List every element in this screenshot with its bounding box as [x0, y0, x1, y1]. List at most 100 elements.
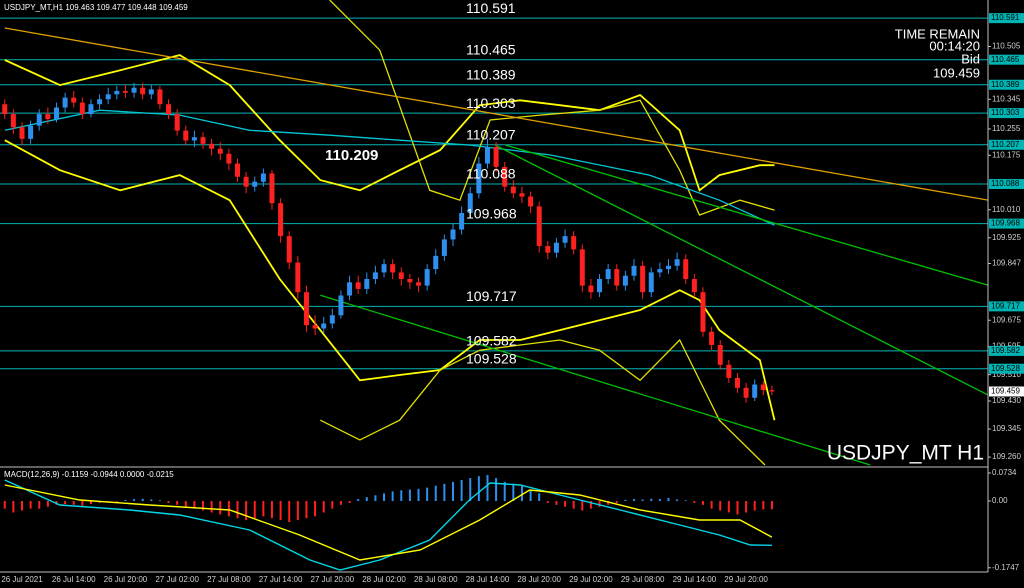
candle-body — [657, 269, 663, 273]
candle-body — [19, 127, 25, 139]
candle-body — [2, 104, 8, 115]
macd-bar — [236, 501, 239, 519]
y-tick-label: 110.345 — [992, 94, 1021, 103]
macd-bar — [426, 487, 429, 502]
level-axis-label: 109.968 — [991, 219, 1020, 228]
candle-body — [166, 104, 172, 115]
macd-bar — [219, 501, 222, 515]
candle-body — [493, 147, 499, 167]
candle-body — [295, 262, 301, 293]
candle-body — [734, 377, 740, 388]
macd-bar — [745, 501, 748, 513]
level-label: 110.088 — [466, 166, 516, 182]
macd-bar — [21, 501, 23, 511]
indicator-line — [329, 0, 775, 216]
x-tick-label: 28 Jul 20:00 — [517, 575, 561, 584]
level-label: 109.968 — [466, 205, 517, 221]
level-label: 109.717 — [466, 288, 517, 304]
candle-body — [28, 125, 34, 139]
candle-body — [321, 323, 327, 329]
macd-bar — [727, 501, 730, 513]
level-axis-label: 110.088 — [991, 179, 1020, 188]
candle-body — [691, 279, 697, 293]
level-axis-box — [989, 218, 1024, 229]
time-remain-label: TIME REMAIN — [895, 26, 980, 41]
macd-bar — [158, 500, 161, 502]
candle-body — [114, 91, 120, 95]
level-label: 110.591 — [466, 0, 516, 16]
macd-bar — [227, 501, 230, 517]
macd-bar — [374, 495, 377, 502]
candle-body — [122, 91, 128, 93]
indicator-line — [4, 139, 776, 421]
candle-body — [467, 193, 473, 214]
macd-bar — [676, 499, 679, 502]
candle-body — [476, 163, 482, 194]
candle-body — [752, 384, 758, 398]
candle-body — [88, 104, 94, 115]
candle-body — [700, 292, 706, 332]
candle-body — [372, 272, 378, 280]
macd-bar — [245, 501, 248, 521]
macd-bar — [3, 501, 6, 509]
indicator-line — [4, 109, 775, 226]
macd-bar — [210, 501, 213, 513]
indicator-line — [4, 484, 773, 561]
macd-bar — [529, 489, 532, 502]
candle-body — [62, 97, 68, 108]
candle-body — [588, 285, 594, 293]
indicator-line — [320, 338, 766, 466]
candle-body — [666, 265, 671, 270]
candle-body — [717, 344, 723, 365]
candle-body — [278, 203, 284, 237]
level-axis-label: 110.465 — [991, 55, 1020, 64]
x-tick-label: 29 Jul 14:00 — [673, 575, 717, 584]
y-tick-label: 109.260 — [992, 452, 1021, 461]
candle-body — [536, 206, 542, 247]
level-axis-box — [989, 79, 1024, 90]
macd-bar — [305, 501, 308, 519]
macd-bar — [391, 491, 394, 502]
macd-bar — [710, 501, 713, 509]
candle-body — [252, 181, 258, 187]
macd-bar — [443, 483, 446, 502]
macd-bar — [12, 501, 15, 513]
x-tick-label: 27 Jul 20:00 — [311, 575, 355, 584]
macd-bar — [486, 475, 489, 502]
macd-bar — [667, 497, 670, 502]
candle-body — [398, 272, 404, 280]
macd-bar — [753, 501, 756, 511]
indicator-line — [4, 27, 988, 201]
macd-bar — [452, 481, 454, 502]
macd-bar — [365, 497, 368, 502]
macd-bar — [176, 501, 179, 505]
macd-label: MACD(12,26,9) -0.1159 -0.0944 0.0000 -0.… — [4, 470, 174, 479]
candle-body — [502, 166, 508, 187]
macd-bar — [46, 501, 49, 507]
macd-bar — [322, 501, 325, 513]
x-tick-label: 27 Jul 02:00 — [155, 575, 199, 584]
macd-bar — [81, 501, 84, 506]
candle-body — [269, 173, 275, 204]
candle-body — [200, 137, 206, 144]
macd-bar — [253, 501, 256, 519]
candle-body — [743, 387, 749, 398]
candle-body — [433, 255, 439, 270]
macd-bar — [64, 501, 67, 505]
macd-panel — [3, 475, 773, 571]
candle-body — [260, 173, 266, 182]
candle-body — [726, 364, 732, 378]
indicator-line — [4, 479, 772, 571]
macd-bar — [357, 499, 360, 502]
y-tick-label: 110.175 — [992, 150, 1021, 159]
candle-body — [622, 275, 628, 286]
y-tick-label: 110.505 — [992, 42, 1021, 51]
macd-bar — [29, 501, 32, 509]
candle-body — [183, 130, 189, 141]
macd-bar — [719, 501, 722, 511]
y-tick-label: -0.1747 — [992, 563, 1020, 572]
symbol-header: USDJPY_MT,H1 109.463 109.477 109.448 109… — [4, 3, 188, 12]
macd-bar — [736, 501, 739, 515]
level-axis-label: 109.528 — [991, 364, 1020, 373]
x-tick-label: 27 Jul 08:00 — [207, 575, 251, 584]
